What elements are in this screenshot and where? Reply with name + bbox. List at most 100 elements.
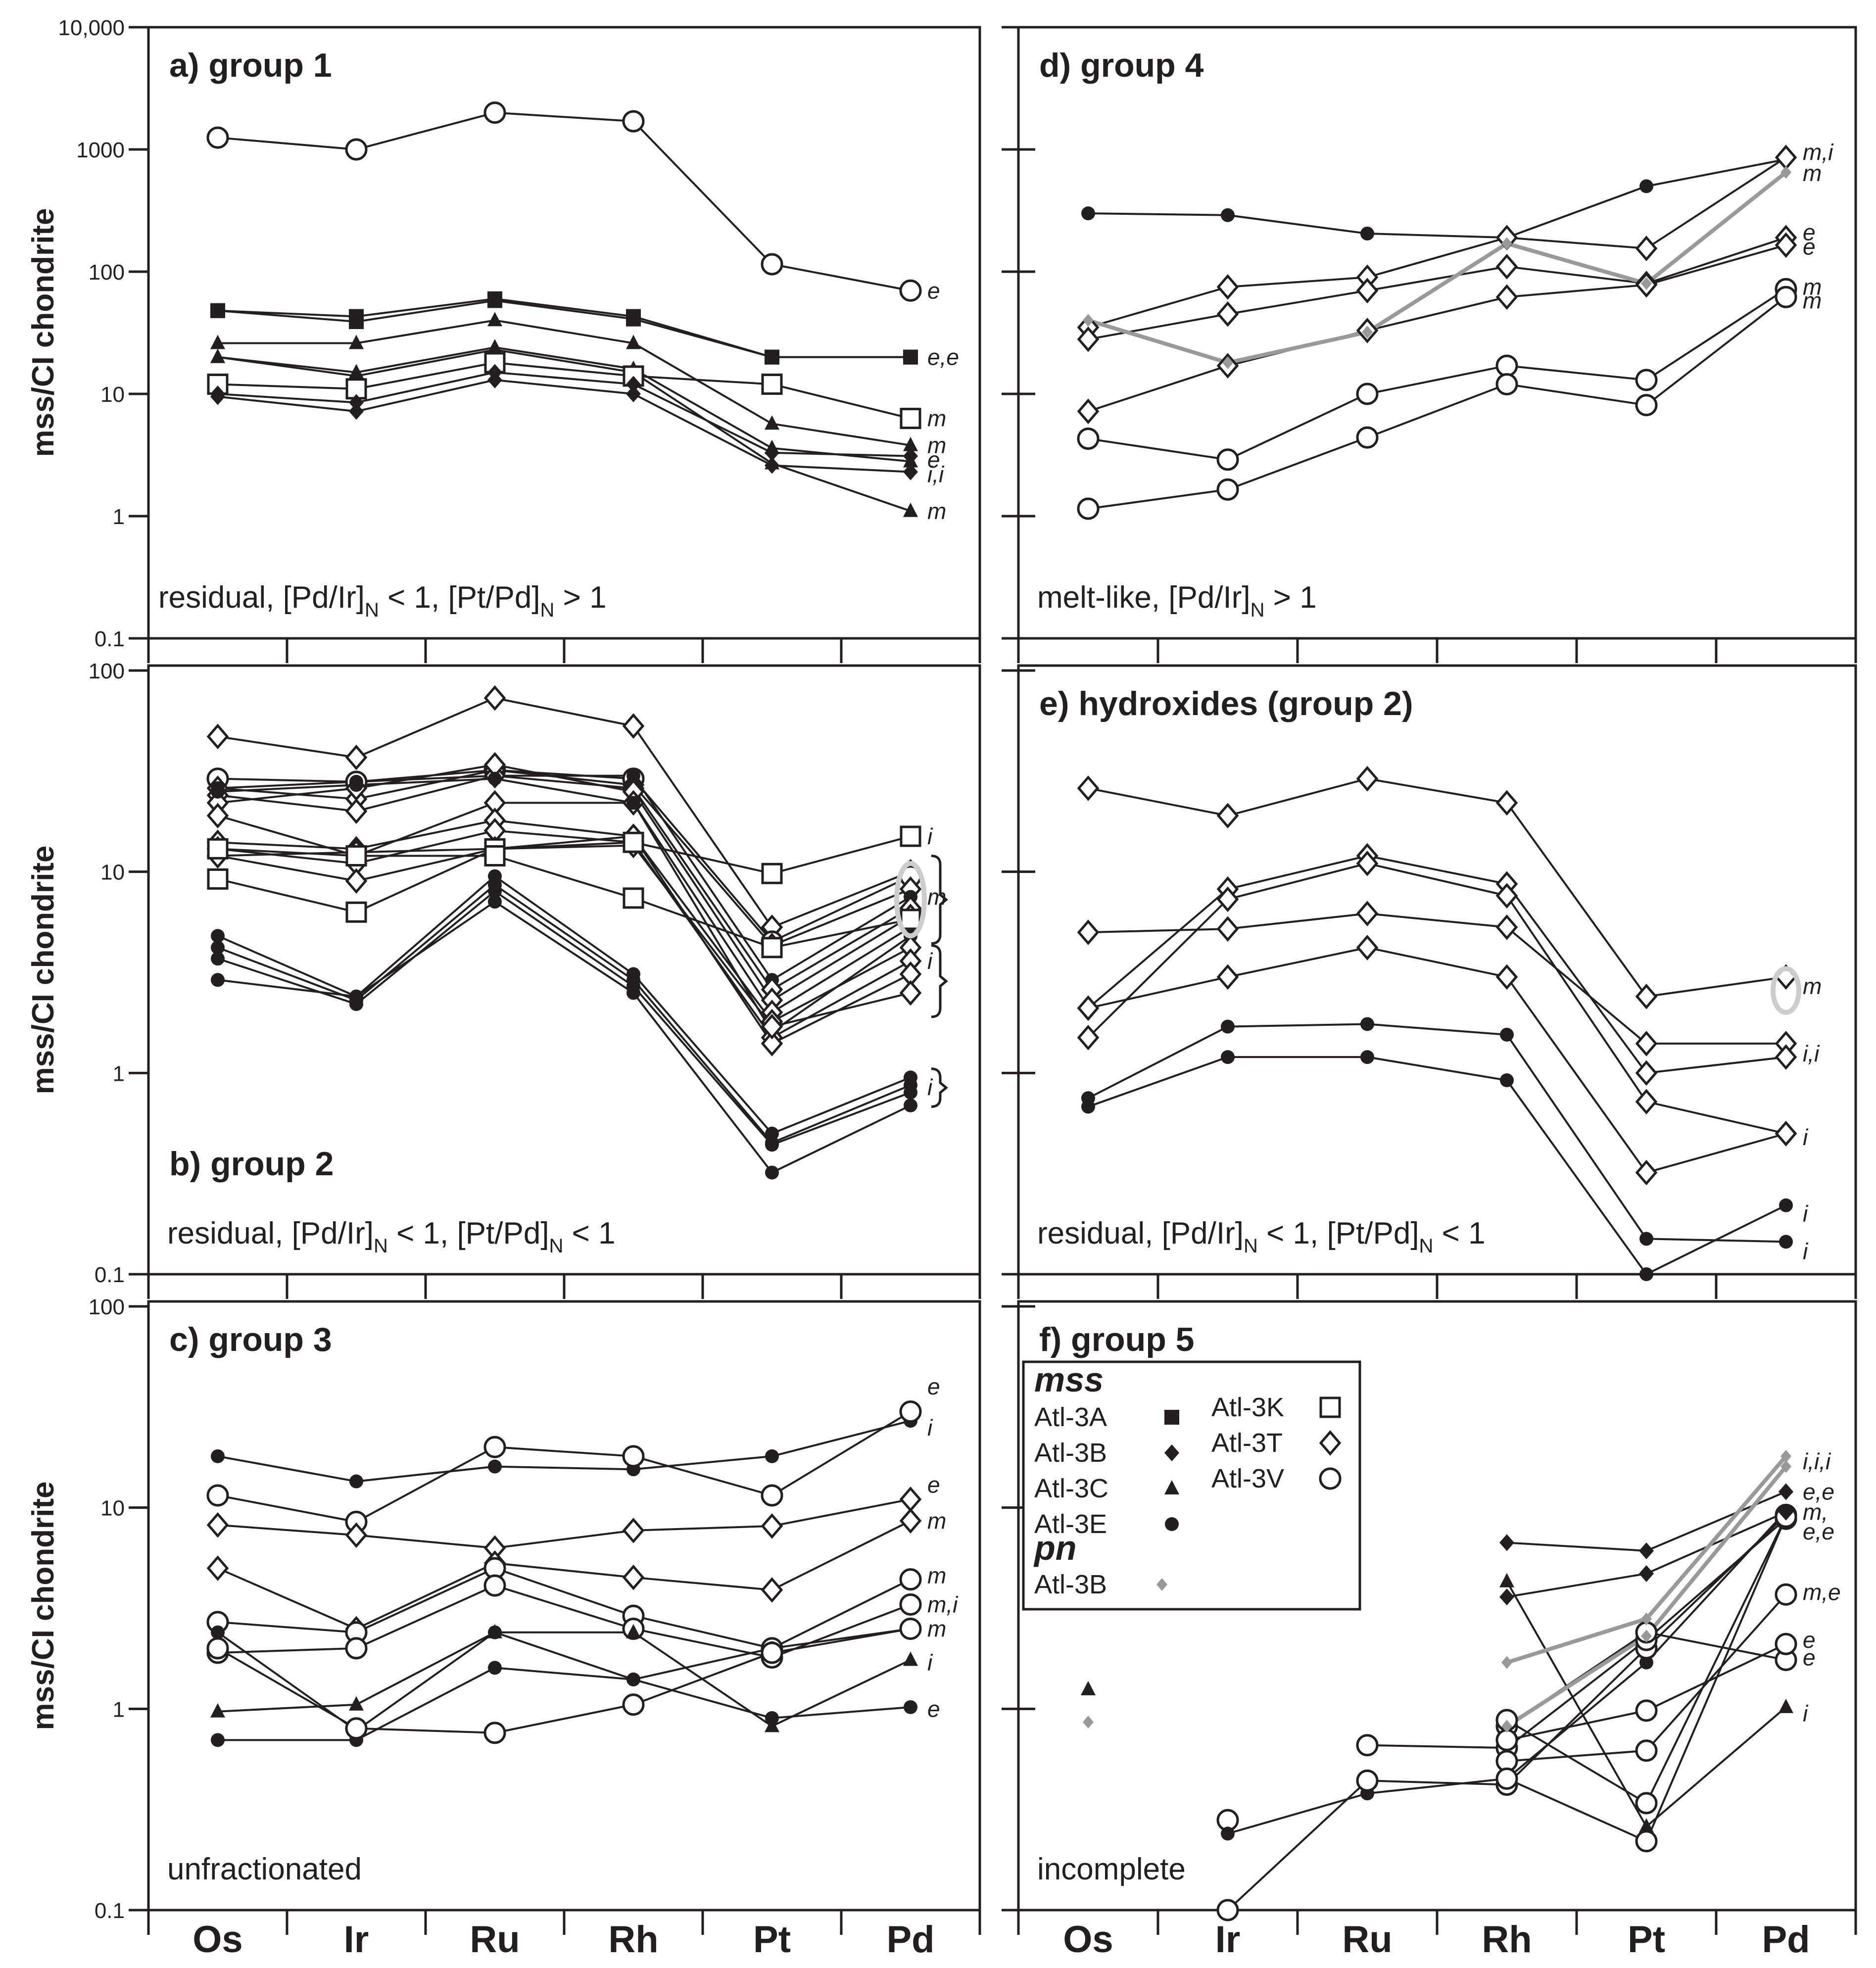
series-line — [1227, 912, 1368, 930]
series-line — [771, 960, 911, 1039]
series-line — [1506, 926, 1647, 1045]
data-point — [211, 1625, 225, 1639]
series-line — [771, 451, 911, 457]
data-point — [1635, 1031, 1658, 1056]
series-line — [217, 393, 357, 404]
series-line — [494, 111, 634, 123]
series-line — [356, 371, 495, 404]
data-point — [1081, 206, 1095, 221]
series-line — [217, 777, 357, 783]
data-label: i,i — [1803, 1041, 1820, 1066]
series-line — [633, 1652, 772, 1706]
series-line — [494, 319, 634, 344]
data-point — [207, 868, 229, 890]
series-line — [1088, 787, 1228, 817]
series-pn — [1505, 1465, 1788, 1728]
data-point — [1499, 1573, 1514, 1587]
note-part: residual, [Pd/Ir] — [167, 1216, 374, 1250]
data-label: e — [927, 278, 940, 303]
series-line — [1367, 777, 1507, 804]
series-line — [494, 777, 634, 804]
series-line — [494, 697, 634, 727]
series-3E — [217, 901, 911, 1174]
series-pn — [1506, 1455, 1788, 1665]
series-line — [633, 1647, 772, 1680]
series-line — [217, 841, 357, 850]
series-line — [771, 383, 911, 420]
series-line — [494, 1562, 634, 1579]
data-label: m — [927, 1616, 946, 1642]
series-line — [771, 947, 911, 1023]
series-line — [632, 973, 773, 1135]
series-line — [771, 918, 911, 949]
data-point — [483, 101, 506, 124]
data-point — [1635, 1699, 1658, 1722]
data-point — [1639, 1267, 1653, 1281]
series-line — [1087, 898, 1229, 1039]
series-line — [632, 342, 773, 425]
series-line — [494, 829, 634, 844]
series-line — [356, 1631, 495, 1706]
data-point — [487, 1624, 502, 1638]
series-line — [217, 784, 357, 793]
data-point — [904, 1085, 917, 1100]
data-point — [345, 1637, 368, 1660]
series-line — [1645, 288, 1787, 381]
series-line — [1088, 928, 1228, 934]
series-line — [494, 875, 634, 975]
data-point — [206, 1637, 229, 1660]
data-point — [1635, 983, 1658, 1009]
bracket — [931, 944, 948, 1018]
series-3V — [1088, 288, 1787, 461]
series-line — [1367, 237, 1507, 279]
series-line — [494, 835, 634, 850]
data-point — [349, 403, 364, 420]
series-line — [494, 348, 634, 374]
series-line — [633, 1576, 772, 1591]
series-line — [1227, 855, 1368, 890]
series-line — [356, 1567, 495, 1633]
note-part: N — [374, 1235, 388, 1257]
series-line — [633, 375, 772, 385]
note-part: < 1 — [1433, 1216, 1485, 1250]
series-line — [633, 1455, 772, 1496]
series-3K — [217, 361, 911, 420]
series-line — [1645, 296, 1787, 406]
data-label: i — [1803, 1201, 1809, 1227]
series-line — [1646, 244, 1786, 286]
panel-title-b: b) group 2 — [169, 1145, 334, 1183]
series-line — [1646, 237, 1786, 285]
data-point — [207, 838, 229, 860]
x-tick-label-ru: Ru — [470, 1919, 520, 1961]
data-point — [483, 1574, 506, 1597]
data-point — [349, 1696, 364, 1711]
series-line — [494, 855, 634, 899]
series-3T — [217, 802, 912, 1013]
series-line — [217, 1524, 357, 1536]
series-3B — [217, 371, 911, 457]
series-line — [771, 875, 911, 943]
series-line — [1645, 1516, 1787, 1842]
series-line — [1645, 1514, 1787, 1649]
y-tick-label: 10 — [100, 861, 125, 885]
data-label: i — [927, 948, 933, 974]
note-part: N — [1419, 1235, 1434, 1257]
series-line — [771, 888, 911, 947]
data-point — [1216, 803, 1239, 829]
data-point — [1500, 1073, 1514, 1088]
series-line — [356, 348, 495, 377]
series-line — [217, 958, 357, 1005]
series-3E — [1088, 1056, 1786, 1275]
series-3E — [218, 1667, 911, 1741]
data-point — [1356, 1769, 1379, 1792]
data-point — [210, 335, 225, 349]
series-line — [1646, 1204, 1786, 1275]
series-line — [771, 1410, 912, 1496]
data-point — [1077, 428, 1100, 450]
series-line — [1506, 1719, 1647, 1804]
data-point — [903, 447, 918, 465]
series-line — [1367, 1744, 1507, 1749]
series-line — [771, 907, 912, 991]
legend-label: Atl-3E — [1034, 1509, 1107, 1539]
legend-title-pn: pn — [1033, 1529, 1077, 1567]
